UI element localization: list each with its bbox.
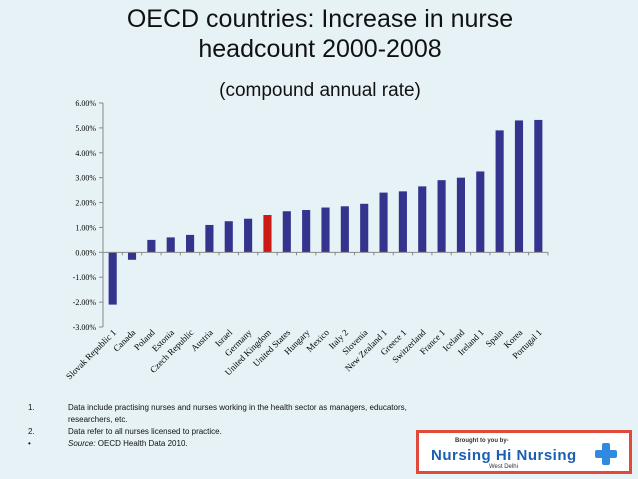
x-category-label: Mexico (304, 327, 331, 354)
footnote-marker: 1. (28, 403, 35, 412)
source-text: OECD Health Data 2010. (95, 439, 188, 448)
bar (418, 186, 427, 253)
y-tick-label: 4.00% (75, 149, 96, 158)
bar (456, 177, 465, 253)
bar-chart: -3.00% -2.00% -1.00% 0.00% 1.00% 2.00% 3.00% 4.… (64, 99, 549, 381)
bar (476, 171, 485, 253)
bar (147, 239, 156, 253)
footnote-source: • Source: OECD Health Data 2010. (28, 438, 428, 450)
bar (321, 207, 330, 253)
title-line-2: headcount 2000-2008 (198, 35, 442, 63)
bar (127, 252, 137, 260)
bar (379, 192, 388, 253)
chart-subtitle: (compound annual rate) (219, 80, 421, 101)
footnotes: 1. Data include practising nurses and nu… (28, 402, 428, 450)
medical-cross-icon (595, 443, 617, 465)
y-tick-label: -3.00% (73, 323, 97, 332)
y-tick-label: 2.00% (75, 199, 96, 208)
sponsor-banner[interactable]: Brought to you by- Nursing Hi Nursing We… (416, 430, 632, 474)
bar (398, 191, 407, 253)
chart-title: OECD countries: Increase in nurse headco… (60, 4, 580, 64)
y-tick-label: -1.00% (73, 273, 97, 282)
bar (282, 211, 291, 253)
y-tick-label: 3.00% (75, 174, 96, 183)
footnote-1: 1. Data include practising nurses and nu… (28, 402, 428, 426)
y-tick-label: 0.00% (75, 248, 96, 257)
footnote-marker: 2. (28, 427, 35, 436)
bar (205, 224, 214, 253)
footnote-marker: • (28, 439, 31, 448)
banner-location: West Delhi (489, 464, 518, 470)
footnote-2: 2. Data refer to all nurses licensed to … (28, 426, 428, 438)
bar (437, 180, 446, 253)
y-tick-label: -2.00% (73, 298, 97, 307)
y-tick-label: 1.00% (75, 223, 96, 232)
footnote-text: Data refer to all nurses licensed to pra… (68, 427, 222, 436)
banner-tagline: Brought to you by- (455, 438, 509, 444)
bar (302, 210, 311, 253)
x-category-label: Spain (483, 327, 505, 349)
x-category-label: Canada (111, 327, 137, 353)
x-category-label: Austria (189, 327, 215, 353)
bar (360, 203, 369, 253)
bar (224, 221, 233, 253)
title-line-1: OECD countries: Increase in nurse (126, 5, 514, 33)
bar (263, 215, 272, 253)
y-tick-label: 5.00% (75, 124, 96, 133)
bar (166, 237, 175, 253)
bar (244, 218, 253, 253)
bar (534, 119, 543, 253)
bar (186, 234, 195, 253)
bar (340, 206, 349, 253)
banner-brand: Nursing Hi Nursing (431, 447, 577, 464)
bar (495, 130, 504, 253)
y-tick-label: 6.00% (75, 99, 96, 108)
footnote-text: Data include practising nurses and nurse… (68, 403, 407, 424)
x-category-label: Slovak Republic 1 (64, 327, 118, 381)
bar (514, 120, 524, 253)
bar (108, 252, 117, 305)
source-label: Source: (68, 439, 96, 448)
